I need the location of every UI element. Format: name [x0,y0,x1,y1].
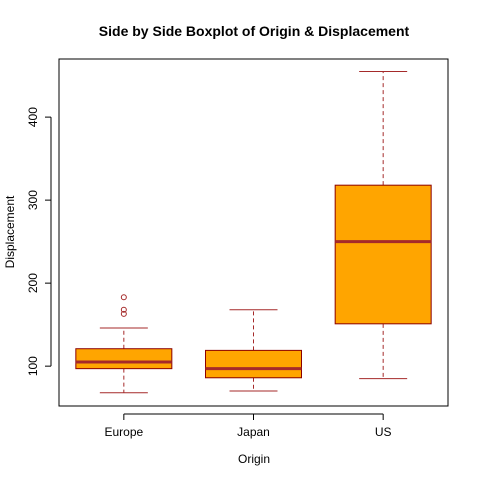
y-tick-label-200: 200 [26,273,40,293]
outlier-point-europe-2 [120,294,127,301]
x-axis-label: Origin [238,452,270,466]
boxes-group [75,70,432,394]
plot-frame [58,58,449,407]
box-europe [75,294,173,394]
outlier-point-europe-0 [120,310,127,317]
y-axis: 100 200 300 400 [26,107,52,376]
y-tick-label-300: 300 [26,190,40,210]
outlier-point-europe-1 [120,306,127,313]
y-tick-label-100: 100 [26,356,40,376]
x-axis: Europe Japan US [104,413,392,439]
y-axis-label: Displacement [3,195,17,268]
box-iqr-japan [205,349,302,379]
box-japan [205,309,302,392]
box-iqr-us [334,184,432,325]
chart-title: Side by Side Boxplot of Origin & Displac… [99,23,410,39]
x-tick-label-europe: Europe [104,425,143,439]
y-tick-label-400: 400 [26,107,40,127]
box-us [334,70,432,380]
x-tick-label-japan: Japan [237,425,270,439]
x-tick-label-us: US [375,425,392,439]
box-iqr-europe [75,348,173,370]
